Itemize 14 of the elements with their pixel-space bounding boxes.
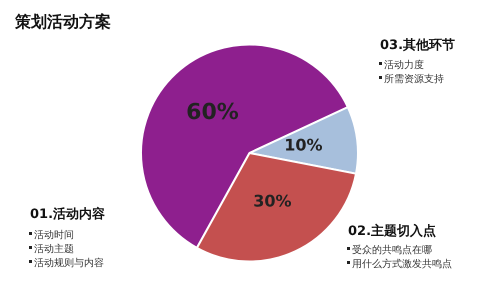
text: 活动力度 bbox=[384, 58, 424, 72]
text: 用什么方式激发共鸣点 bbox=[352, 258, 452, 271]
data-label: 60% bbox=[186, 100, 239, 126]
text: 受众的共鸣点在哪 bbox=[352, 244, 432, 257]
text: 活动时间 bbox=[34, 228, 74, 242]
text: 01.活动内容 bbox=[30, 206, 106, 223]
text: 02.主题切入点 bbox=[348, 222, 436, 240]
text: 所需资源支持 bbox=[384, 72, 444, 86]
chart-title: 策划活动方案 bbox=[15, 12, 111, 33]
text: 活动主题 bbox=[34, 242, 74, 256]
data-label: 30% bbox=[253, 191, 292, 210]
text: 03.其他环节 bbox=[380, 37, 456, 54]
text: 活动规则与内容 bbox=[34, 256, 104, 270]
data-label: 10% bbox=[284, 136, 322, 155]
